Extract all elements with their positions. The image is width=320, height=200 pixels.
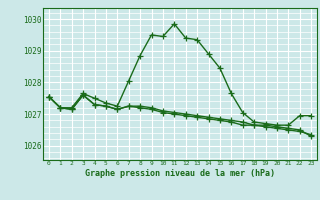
- X-axis label: Graphe pression niveau de la mer (hPa): Graphe pression niveau de la mer (hPa): [85, 169, 275, 178]
